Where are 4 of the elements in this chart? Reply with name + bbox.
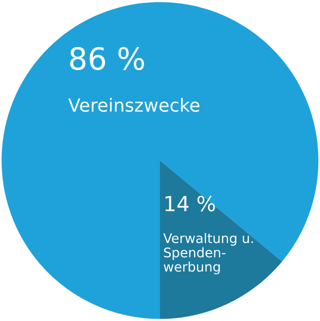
slice-label: Verwaltung u. Spenden- werbung [163, 232, 253, 274]
data-label: 86 % [70, 46, 144, 70]
slice-label: Vereinszwecke [68, 98, 200, 112]
data-label: 14 % [165, 196, 215, 212]
